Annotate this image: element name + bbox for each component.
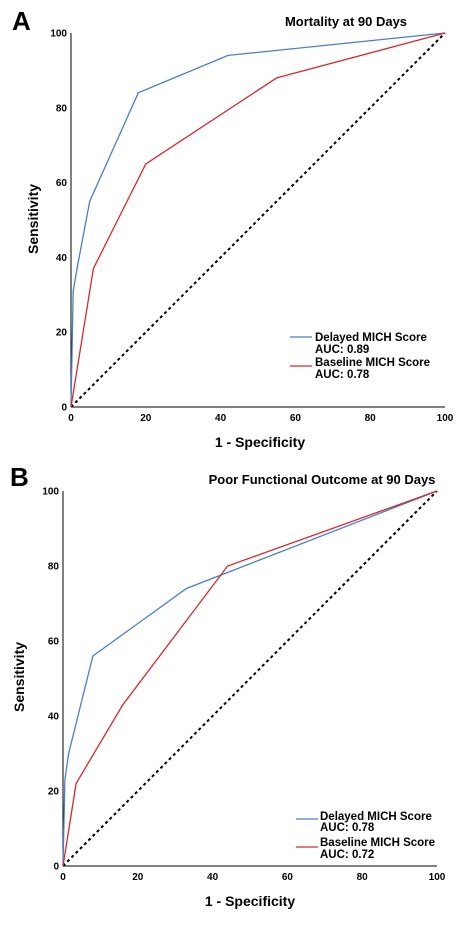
panel-letter: B (10, 462, 29, 492)
y-tick-label: 100 (50, 29, 67, 40)
y-tick-label: 100 (42, 487, 59, 498)
panel-letter: A (12, 6, 31, 36)
legend-label-delayed: Delayed MICH Score (315, 332, 427, 344)
y-tick-label: 40 (56, 253, 68, 264)
x-tick-label: 40 (215, 413, 227, 424)
axes (70, 33, 445, 408)
x-tick-label: 80 (365, 413, 377, 424)
reference-diagonal-line (70, 32, 446, 408)
panel-a: A Mortality at 90 Days Sensitivity 1 - S… (12, 6, 454, 450)
y-tick-label: 20 (56, 328, 68, 339)
legend-label-baseline: Baseline MICH Score (315, 357, 430, 369)
x-axis-label: 1 - Specificity (205, 893, 295, 909)
delayed-mich-roc-line (62, 490, 438, 867)
x-axis-label: 1 - Specificity (215, 434, 305, 450)
y-tick-label: 0 (61, 403, 67, 414)
tick-labels: 0 20 40 60 80 100 0 20 40 60 80 100 (42, 487, 445, 884)
y-tick-label: 20 (48, 787, 60, 798)
legend-auc-baseline: AUC: 0.72 (320, 849, 374, 861)
legend-label-baseline: Baseline MICH Score (320, 837, 435, 849)
series-lines (70, 32, 446, 408)
x-tick-label: 20 (140, 413, 152, 424)
x-tick-label: 80 (357, 872, 369, 883)
baseline-mich-roc-line (70, 32, 446, 408)
x-tick-label: 0 (68, 413, 74, 424)
x-tick-label: 40 (207, 872, 219, 883)
chart-title: Poor Functional Outcome at 90 Days (209, 472, 436, 487)
legend: Delayed MICH Score AUC: 0.78 Baseline MI… (296, 811, 435, 861)
legend: Delayed MICH Score AUC: 0.89 Baseline MI… (290, 332, 430, 381)
y-tick-label: 80 (56, 103, 68, 114)
y-tick-label: 0 (53, 862, 59, 873)
legend-auc-baseline: AUC: 0.78 (315, 369, 370, 381)
panel-b: B Poor Functional Outcome at 90 Days Sen… (10, 462, 446, 909)
x-tick-label: 60 (282, 872, 294, 883)
y-axis-label: Sensitivity (11, 642, 27, 712)
legend-label-delayed: Delayed MICH Score (320, 811, 432, 823)
legend-clip-mask (437, 805, 474, 865)
legend-auc-delayed: AUC: 0.89 (315, 344, 369, 356)
reference-diagonal-line (62, 490, 438, 867)
delayed-mich-roc-line (70, 32, 446, 408)
y-tick-label: 80 (48, 562, 60, 573)
y-tick-label: 60 (48, 637, 60, 648)
chart-title: Mortality at 90 Days (285, 14, 407, 29)
baseline-mich-roc-line (62, 490, 438, 867)
x-tick-label: 60 (290, 413, 302, 424)
legend-auc-delayed: AUC: 0.78 (320, 822, 375, 834)
series-lines (62, 490, 438, 867)
y-tick-label: 60 (56, 178, 68, 189)
x-tick-label: 20 (132, 872, 144, 883)
axes (62, 491, 437, 867)
x-tick-label: 0 (60, 872, 66, 883)
y-axis-label: Sensitivity (25, 184, 41, 254)
x-tick-label: 100 (437, 413, 454, 424)
x-tick-label: 100 (429, 872, 446, 883)
y-tick-label: 40 (48, 712, 60, 723)
tick-labels: 0 20 40 60 80 100 0 20 40 60 80 100 (50, 29, 453, 425)
